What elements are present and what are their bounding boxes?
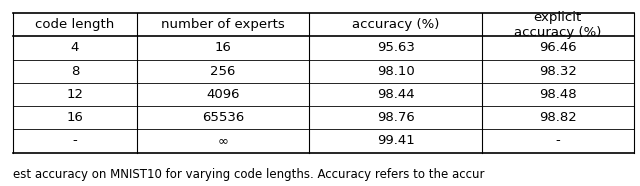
Text: 98.10: 98.10 (377, 65, 415, 78)
Text: 8: 8 (70, 65, 79, 78)
Text: 95.63: 95.63 (377, 41, 415, 54)
Text: 98.82: 98.82 (539, 111, 577, 124)
Text: 99.41: 99.41 (377, 134, 415, 147)
Text: ∞: ∞ (218, 134, 228, 147)
Text: code length: code length (35, 18, 115, 31)
Text: est accuracy on MNIST10 for varying code lengths. Accuracy refers to the accur: est accuracy on MNIST10 for varying code… (13, 168, 484, 181)
Text: 98.32: 98.32 (539, 65, 577, 78)
Text: 96.46: 96.46 (539, 41, 577, 54)
Text: accuracy (%): accuracy (%) (352, 18, 439, 31)
Text: explicit
accuracy (%): explicit accuracy (%) (514, 11, 602, 39)
Text: 98.44: 98.44 (377, 88, 415, 101)
Text: 98.76: 98.76 (377, 111, 415, 124)
Text: 65536: 65536 (202, 111, 244, 124)
Text: 4: 4 (70, 41, 79, 54)
Text: 16: 16 (67, 111, 83, 124)
Text: 98.48: 98.48 (539, 88, 577, 101)
Text: 16: 16 (215, 41, 232, 54)
Text: 12: 12 (67, 88, 83, 101)
Text: -: - (72, 134, 77, 147)
Text: 256: 256 (211, 65, 236, 78)
Text: 4096: 4096 (207, 88, 240, 101)
Text: -: - (556, 134, 560, 147)
Text: number of experts: number of experts (161, 18, 285, 31)
